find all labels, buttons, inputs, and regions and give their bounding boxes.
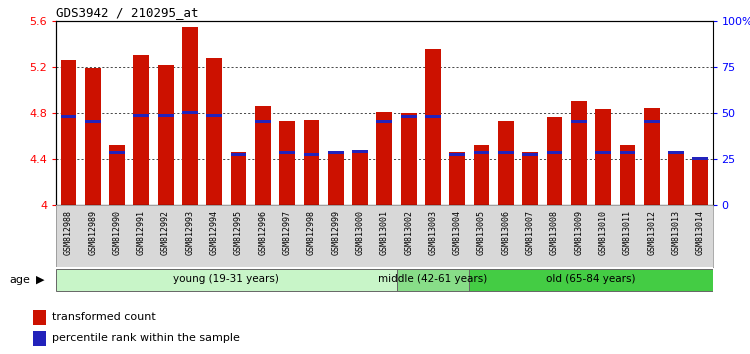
Text: GSM812994: GSM812994 (210, 210, 219, 255)
Text: GSM812988: GSM812988 (64, 210, 73, 255)
Text: GSM813009: GSM813009 (574, 210, 584, 255)
Bar (352, 150, 368, 153)
Bar (425, 49, 441, 205)
Text: GSM813012: GSM813012 (647, 210, 656, 255)
Bar (449, 153, 465, 156)
Bar (376, 112, 392, 205)
Text: GSM813008: GSM813008 (550, 210, 559, 255)
Bar (571, 101, 586, 205)
Bar (620, 151, 635, 154)
Bar (61, 60, 76, 205)
Bar (692, 160, 708, 205)
Text: GDS3942 / 210295_at: GDS3942 / 210295_at (56, 6, 199, 19)
Bar (522, 152, 538, 205)
Bar (279, 151, 295, 154)
Text: GSM812998: GSM812998 (307, 210, 316, 255)
Bar (304, 153, 320, 156)
Text: GSM813011: GSM813011 (623, 210, 632, 255)
Bar (449, 152, 465, 205)
Bar (474, 151, 490, 154)
Bar (498, 151, 514, 154)
Bar (644, 120, 660, 123)
Bar (400, 113, 416, 205)
Text: GSM812997: GSM812997 (283, 210, 292, 255)
Bar (668, 151, 684, 154)
Bar (498, 121, 514, 205)
Bar (134, 114, 149, 117)
Bar (425, 115, 441, 118)
Text: GSM812999: GSM812999 (332, 210, 340, 255)
Text: GSM813002: GSM813002 (404, 210, 413, 255)
Text: GSM813003: GSM813003 (428, 210, 437, 255)
Bar (231, 152, 247, 205)
Bar (620, 145, 635, 205)
Bar (182, 27, 198, 205)
Text: age: age (10, 275, 31, 285)
Text: GSM813000: GSM813000 (356, 210, 364, 255)
Text: GSM812995: GSM812995 (234, 210, 243, 255)
Bar (134, 55, 149, 205)
Bar (304, 120, 320, 205)
Bar (474, 145, 490, 205)
Bar (522, 153, 538, 156)
Bar (397, 268, 470, 291)
Text: middle (42-61 years): middle (42-61 years) (378, 274, 488, 284)
Text: young (19-31 years): young (19-31 years) (173, 274, 279, 284)
Bar (596, 151, 611, 154)
Bar (352, 151, 368, 205)
Bar (255, 106, 271, 205)
Bar (692, 157, 708, 160)
Text: old (65-84 years): old (65-84 years) (546, 274, 636, 284)
Bar (547, 151, 562, 154)
Text: ▶: ▶ (36, 275, 44, 285)
Text: GSM812996: GSM812996 (258, 210, 267, 255)
Bar (255, 120, 271, 123)
Bar (85, 68, 100, 205)
Bar (109, 151, 125, 154)
Text: GSM813001: GSM813001 (380, 210, 388, 255)
Text: percentile rank within the sample: percentile rank within the sample (52, 333, 240, 343)
Bar (547, 117, 562, 205)
Text: GSM812992: GSM812992 (161, 210, 170, 255)
Bar (328, 151, 344, 205)
Bar (182, 111, 198, 114)
Bar (596, 109, 611, 205)
Text: GSM812993: GSM812993 (185, 210, 194, 255)
Text: GSM813004: GSM813004 (453, 210, 462, 255)
Bar (279, 121, 295, 205)
Bar (206, 58, 222, 205)
Text: GSM812991: GSM812991 (136, 210, 146, 255)
Bar (571, 120, 586, 123)
Bar (231, 153, 247, 156)
Text: GSM812990: GSM812990 (112, 210, 122, 255)
Bar (34, 310, 46, 325)
Bar (644, 108, 660, 205)
Text: GSM813007: GSM813007 (526, 210, 535, 255)
Text: GSM813006: GSM813006 (502, 210, 511, 255)
Bar (470, 268, 712, 291)
Bar (158, 114, 173, 117)
Bar (34, 331, 46, 346)
Bar (56, 268, 397, 291)
Bar (668, 151, 684, 205)
Text: GSM813005: GSM813005 (477, 210, 486, 255)
Bar (328, 151, 344, 154)
Bar (400, 115, 416, 118)
Text: GSM813013: GSM813013 (671, 210, 680, 255)
Text: GSM813014: GSM813014 (696, 210, 705, 255)
Text: transformed count: transformed count (52, 312, 156, 322)
Bar (206, 114, 222, 117)
Bar (109, 145, 125, 205)
Text: GSM813010: GSM813010 (598, 210, 608, 255)
Bar (158, 65, 173, 205)
Bar (376, 120, 392, 123)
Text: GSM812989: GSM812989 (88, 210, 98, 255)
Bar (61, 115, 76, 118)
Bar (85, 120, 100, 123)
